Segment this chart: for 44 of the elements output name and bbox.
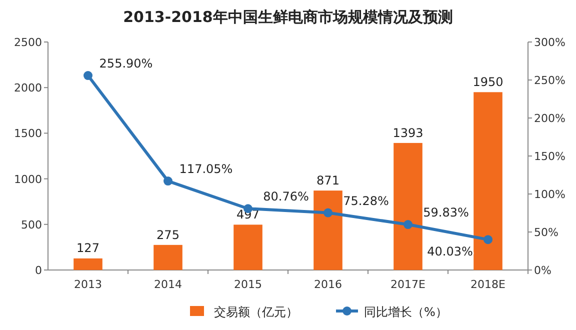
y-tick-label: 500 <box>21 218 42 232</box>
data-label: 871 <box>316 174 340 188</box>
y2-tick-label: 300% <box>534 36 566 49</box>
y-tick-label: 2500 <box>14 36 42 49</box>
x-tick-label: 2018E <box>470 278 506 291</box>
y2-tick-label: 150% <box>534 150 566 163</box>
data-label: 275 <box>156 228 180 242</box>
point <box>484 235 492 244</box>
y2-tick-label: 50% <box>534 226 558 239</box>
data-label: 40.03% <box>427 244 473 259</box>
bar <box>394 142 422 270</box>
y2-tick-label: 0% <box>534 264 552 277</box>
y2-tick-label: 250% <box>534 74 566 87</box>
bar <box>474 92 502 270</box>
bar <box>154 244 182 270</box>
x-tick-label: 2017E <box>390 278 426 291</box>
bar <box>74 258 102 270</box>
data-label: 1393 <box>392 126 424 140</box>
bar <box>314 190 342 270</box>
y-tick-label: 1000 <box>14 172 42 186</box>
legend-label: 交易额（亿元） <box>214 305 298 319</box>
legend-label: 同比增长（%） <box>364 305 448 319</box>
y-tick-label: 0 <box>35 264 42 277</box>
data-label: 75.28% <box>343 194 389 208</box>
point <box>324 208 332 218</box>
point <box>404 220 412 230</box>
x-tick-label: 2016 <box>314 278 342 291</box>
chart-title: 2013-2018年中国生鲜电商市场规模情况及预测 <box>123 8 453 26</box>
data-label: 59.83% <box>423 206 469 220</box>
x-tick-label: 2013 <box>74 278 102 291</box>
point <box>84 71 92 80</box>
y2-tick-label: 200% <box>534 112 566 125</box>
y-tick-label: 2000 <box>14 82 42 95</box>
point <box>164 176 172 186</box>
data-label: 80.76% <box>263 190 309 204</box>
bar <box>234 224 262 270</box>
x-tick-label: 2015 <box>234 278 262 291</box>
x-tick-label: 2014 <box>154 278 182 291</box>
data-label: 255.90% <box>99 56 153 71</box>
data-label: 117.05% <box>179 162 233 176</box>
y-tick-label: 1500 <box>14 127 42 140</box>
data-label: 127 <box>76 241 100 255</box>
data-label: 1950 <box>472 75 504 90</box>
y2-tick-label: 100% <box>534 188 566 201</box>
